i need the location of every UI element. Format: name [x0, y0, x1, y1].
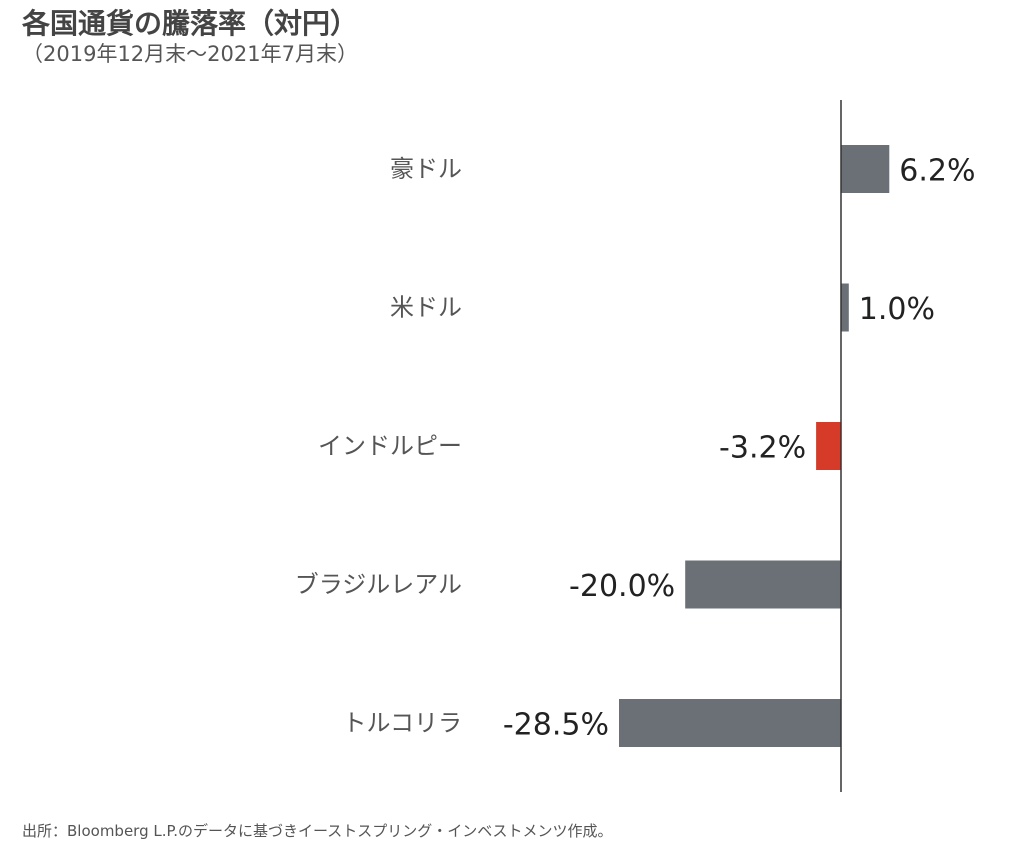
bar-1	[841, 283, 849, 332]
category-label: 豪ドル	[390, 155, 462, 183]
value-label: -3.2%	[719, 431, 806, 466]
chart-subtitle: （2019年12月末～2021年7月末）	[22, 42, 358, 66]
value-label: -20.0%	[569, 569, 675, 604]
bar-0	[841, 145, 890, 193]
value-label: 6.2%	[899, 154, 975, 189]
bar-4	[619, 699, 841, 747]
bar-2	[816, 422, 841, 470]
category-label: 米ドル	[390, 294, 462, 322]
bar-3	[685, 560, 841, 609]
value-label: -28.5%	[503, 708, 609, 743]
category-label: トルコリラ	[342, 709, 462, 737]
bars-layer: 豪ドル 6.2% 米ドル 1.0% インドルピー -3.2% ブラジルレアル -20.0% トル…	[295, 145, 976, 747]
category-label: インドルピー	[318, 432, 462, 460]
chart-title: 各国通貨の騰落率（対円）	[22, 7, 359, 40]
value-label: 1.0%	[859, 292, 935, 327]
category-label: ブラジルレアル	[295, 571, 462, 599]
source-note: 出所：Bloomberg L.P.のデータに基づきイーストスプリング・インベスト…	[22, 822, 613, 840]
